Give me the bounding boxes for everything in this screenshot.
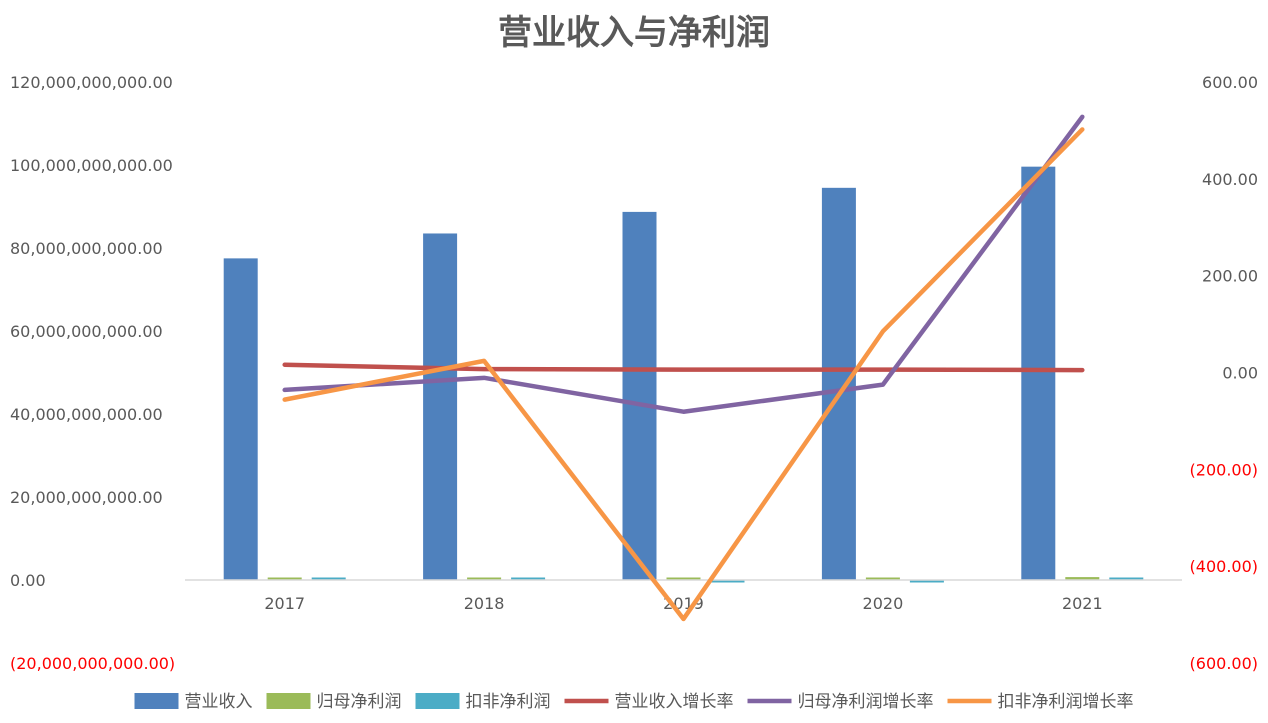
bar-营业收入-2021 bbox=[1021, 166, 1056, 580]
bar-扣非净利润-2017 bbox=[311, 577, 346, 580]
left-tick-label: (20,000,000,000.00) bbox=[10, 654, 175, 673]
bar-归母净利润-2020 bbox=[865, 577, 900, 580]
bar-归母净利润-2018 bbox=[467, 577, 502, 580]
right-axis: 600.00 400.00 200.00 0.00 (200.00) (400.00) (6… bbox=[1190, 73, 1258, 673]
x-tick-label: 2017 bbox=[264, 594, 305, 613]
left-tick-label: 0.00 bbox=[10, 571, 46, 590]
bar-扣非净利润-2019 bbox=[710, 580, 745, 583]
bar-group bbox=[223, 166, 1144, 583]
legend-label: 归母净利润 bbox=[317, 692, 402, 712]
right-tick-label: (400.00) bbox=[1190, 557, 1258, 576]
bar-归母净利润-2017 bbox=[267, 577, 302, 580]
bar-扣非净利润-2021 bbox=[1109, 577, 1144, 580]
line-group bbox=[282, 114, 1085, 622]
right-tick-label: (600.00) bbox=[1190, 654, 1258, 673]
line-营业收入增长率 bbox=[282, 362, 1085, 373]
bar-归母净利润-2021 bbox=[1065, 577, 1100, 580]
bar-营业收入-2020 bbox=[821, 187, 856, 580]
left-tick-label: 20,000,000,000.00 bbox=[10, 488, 163, 507]
bar-归母净利润-2019 bbox=[666, 577, 701, 580]
legend-label: 营业收入 bbox=[185, 692, 253, 712]
legend-label: 营业收入增长率 bbox=[615, 692, 734, 712]
right-tick-label: 200.00 bbox=[1202, 267, 1258, 286]
bar-扣非净利润-2018 bbox=[511, 577, 546, 580]
right-tick-label: 400.00 bbox=[1202, 170, 1258, 189]
x-axis: 2017 2018 2019 2020 2021 bbox=[264, 594, 1102, 613]
legend-swatch bbox=[266, 693, 311, 709]
legend-label: 扣非净利润增长率 bbox=[998, 692, 1134, 712]
bar-扣非净利润-2020 bbox=[909, 580, 944, 583]
left-tick-label: 80,000,000,000.00 bbox=[10, 239, 163, 258]
right-tick-label: 0.00 bbox=[1222, 364, 1258, 383]
right-tick-label: 600.00 bbox=[1202, 73, 1258, 92]
bar-营业收入-2019 bbox=[622, 211, 657, 580]
legend-label: 扣非净利润 bbox=[466, 692, 551, 712]
bar-营业收入-2018 bbox=[423, 233, 458, 580]
left-tick-label: 120,000,000,000.00 bbox=[10, 73, 173, 92]
legend-swatch bbox=[134, 693, 179, 709]
bar-营业收入-2017 bbox=[223, 258, 258, 580]
x-tick-label: 2020 bbox=[863, 594, 904, 613]
legend-label: 归母净利润增长率 bbox=[798, 692, 934, 712]
legend-swatch bbox=[415, 693, 460, 709]
left-axis: 120,000,000,000.00 100,000,000,000.00 80,0… bbox=[10, 73, 175, 673]
left-tick-label: 100,000,000,000.00 bbox=[10, 156, 173, 175]
x-tick-label: 2018 bbox=[464, 594, 505, 613]
line-扣非净利润增长率 bbox=[282, 127, 1085, 622]
left-tick-label: 40,000,000,000.00 bbox=[10, 405, 163, 424]
x-tick-label: 2021 bbox=[1062, 594, 1103, 613]
right-tick-label: (200.00) bbox=[1190, 460, 1258, 479]
legend: 营业收入 归母净利润 扣非净利润 营业收入增长率 归母净利润增长率 扣非净利润增长率 bbox=[134, 692, 1134, 712]
chart-title: 营业收入与净利润 bbox=[498, 13, 770, 53]
left-tick-label: 60,000,000,000.00 bbox=[10, 322, 163, 341]
